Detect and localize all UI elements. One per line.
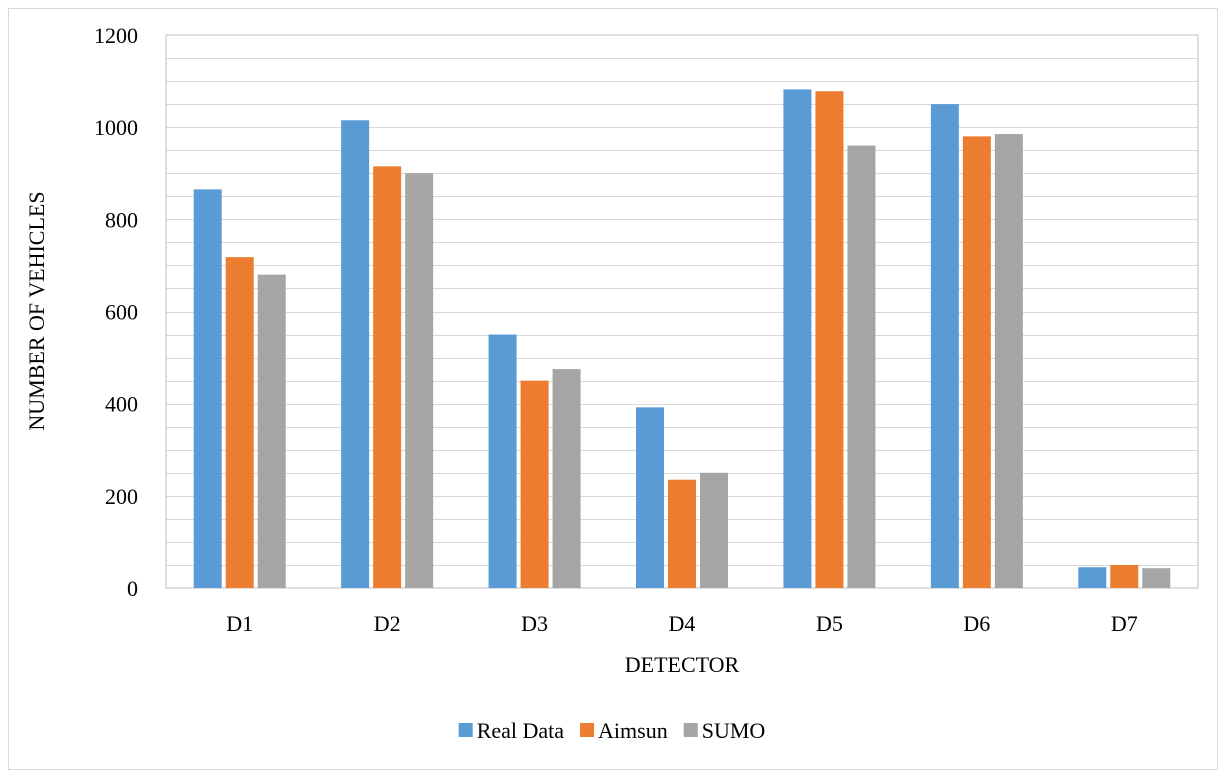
- x-axis-title: DETECTOR: [625, 652, 740, 677]
- x-tick-label: D7: [1111, 611, 1138, 636]
- bar-d3-sumo: [552, 369, 581, 588]
- bar-d5-real-data: [783, 89, 812, 589]
- bar-d4-real-data: [636, 407, 664, 588]
- x-tick-label: D5: [816, 611, 843, 636]
- y-tick-label: 400: [105, 392, 138, 417]
- bar-d3-aimsun: [520, 380, 549, 588]
- y-tick-label: 800: [105, 207, 138, 232]
- legend-swatch: [458, 723, 473, 737]
- bar-d5-aimsun: [815, 91, 844, 588]
- bar-d4-sumo: [700, 472, 728, 588]
- x-tick-label: D2: [374, 611, 401, 636]
- grid-lines: [166, 58, 1198, 566]
- bars: [193, 89, 1171, 589]
- bar-d6-real-data: [930, 104, 959, 588]
- bar-d2-real-data: [341, 120, 370, 589]
- legend-swatch: [683, 723, 698, 737]
- legend-label: SUMO: [702, 718, 766, 743]
- bar-d6-aimsun: [962, 136, 991, 588]
- y-tick-label: 0: [127, 576, 138, 601]
- bar-d1-aimsun: [225, 257, 254, 588]
- x-tick-label: D1: [226, 611, 253, 636]
- bar-d2-aimsun: [373, 166, 402, 588]
- y-axis-title: NUMBER OF VEHICLES: [24, 191, 49, 430]
- legend: Real Data Aimsun SUMO: [458, 718, 766, 743]
- y-tick-label: 1000: [94, 115, 138, 140]
- y-tick-label: 600: [105, 300, 138, 325]
- bar-d6-sumo: [994, 134, 1023, 588]
- y-tick-label: 1200: [94, 23, 138, 48]
- bar-d7-real-data: [1078, 567, 1107, 588]
- bar-d5-sumo: [847, 145, 876, 588]
- bar-d7-sumo: [1142, 568, 1171, 588]
- bar-d1-sumo: [257, 274, 286, 588]
- legend-label: Aimsun: [598, 718, 668, 743]
- bar-d4-aimsun: [668, 479, 696, 588]
- x-tick-label: D6: [963, 611, 990, 636]
- bar-d2-sumo: [405, 173, 434, 588]
- x-axis-ticks: D1 D2 D3 D4 D5 D6 D7: [226, 611, 1137, 636]
- bar-d3-real-data: [488, 334, 517, 588]
- legend-swatch: [580, 723, 595, 737]
- x-tick-label: D4: [669, 611, 696, 636]
- x-tick-label: D3: [521, 611, 548, 636]
- y-axis-ticks: 0 200 400 600 800 1000 1200: [94, 23, 138, 601]
- y-tick-label: 200: [105, 484, 138, 509]
- legend-label: Real Data: [477, 718, 565, 743]
- bar-d1-real-data: [193, 189, 222, 589]
- bar-d7-aimsun: [1110, 564, 1139, 588]
